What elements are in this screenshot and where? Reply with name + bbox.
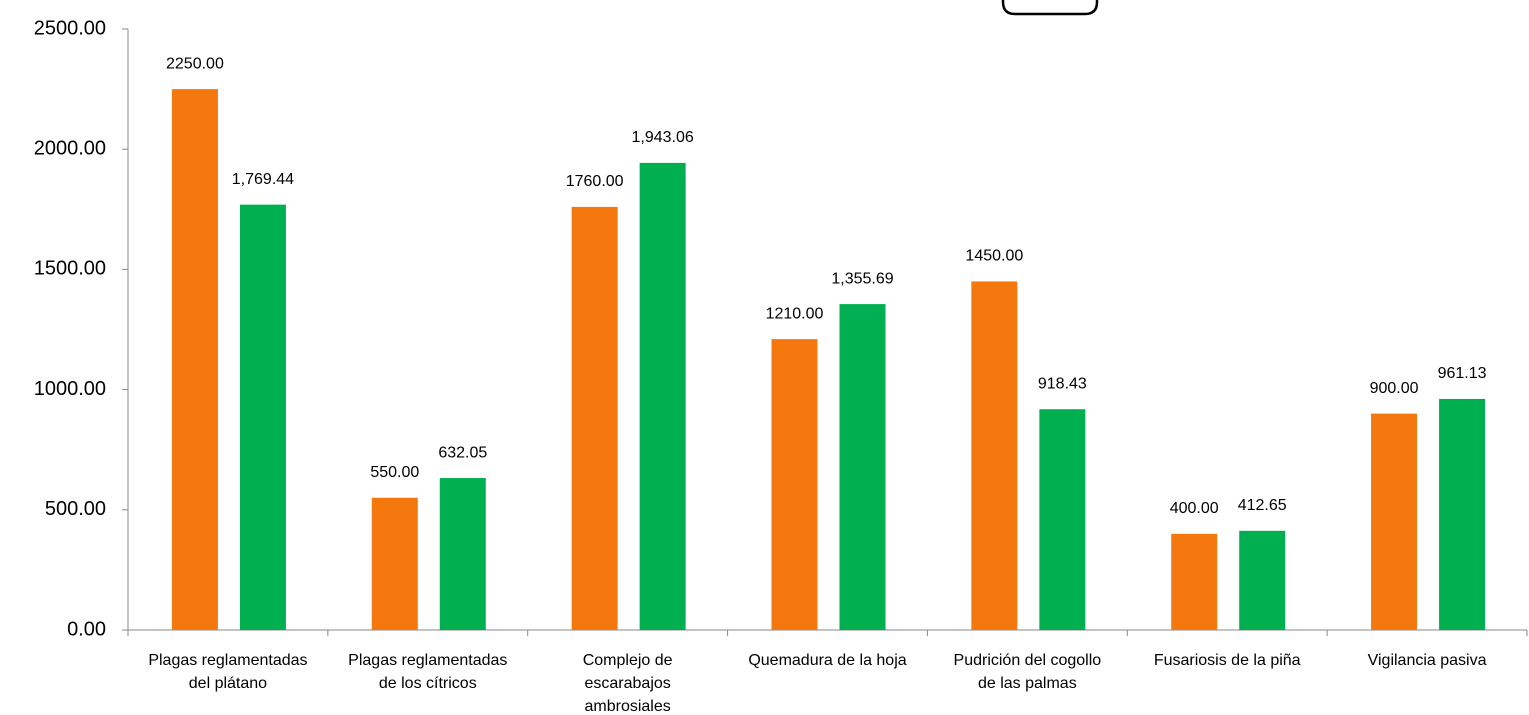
value-label: 1210.00 bbox=[766, 305, 824, 322]
y-tick-label: 500.00 bbox=[45, 498, 106, 520]
bar bbox=[971, 281, 1018, 630]
bar bbox=[1439, 398, 1486, 630]
bar bbox=[1039, 409, 1086, 630]
value-label: 1760.00 bbox=[566, 173, 624, 190]
value-label: 550.00 bbox=[370, 464, 419, 481]
bar bbox=[1371, 413, 1418, 630]
x-tick-label: Plagas reglamentadas de los cítricos bbox=[348, 652, 508, 692]
y-tick-label: 1000.00 bbox=[34, 378, 106, 400]
bar bbox=[1171, 533, 1218, 630]
bar bbox=[371, 497, 418, 630]
value-label: 1,943.06 bbox=[632, 129, 694, 146]
value-label: 2250.00 bbox=[166, 55, 224, 72]
value-label: 1,769.44 bbox=[232, 171, 294, 188]
x-tick-label: Plagas reglamentadas del plátano bbox=[148, 652, 308, 692]
y-tick-label: 0.00 bbox=[67, 618, 106, 640]
cropped-legend-box bbox=[1001, 0, 1099, 16]
value-label: 1,355.69 bbox=[831, 270, 893, 287]
bar bbox=[571, 206, 618, 630]
value-label: 632.05 bbox=[438, 444, 487, 461]
value-label: 412.65 bbox=[1238, 497, 1287, 514]
x-tick-label: Complejo de escarabajos ambrosiales bbox=[582, 652, 673, 715]
y-tick-label: 2000.00 bbox=[34, 137, 106, 159]
y-tick-label: 1500.00 bbox=[34, 258, 106, 280]
value-label: 961.13 bbox=[1438, 365, 1487, 382]
y-tick-label: 2500.00 bbox=[34, 17, 106, 39]
value-label: 400.00 bbox=[1170, 500, 1219, 517]
bar bbox=[771, 339, 818, 630]
value-label: 918.43 bbox=[1038, 375, 1087, 392]
value-label: 900.00 bbox=[1370, 380, 1419, 397]
x-tick-label: Pudrición del cogollo de las palmas bbox=[953, 652, 1102, 692]
bar bbox=[839, 304, 886, 630]
bar bbox=[439, 478, 486, 630]
value-label: 1450.00 bbox=[965, 248, 1023, 265]
bar bbox=[171, 89, 218, 631]
x-tick-label: Quemadura de la hoja bbox=[748, 652, 907, 669]
x-tick-label: Vigilancia pasiva bbox=[1367, 652, 1487, 669]
x-tick-label: Fusariosis de la piña bbox=[1153, 652, 1301, 669]
bar bbox=[239, 204, 286, 630]
bar bbox=[639, 162, 686, 631]
bar bbox=[1239, 530, 1286, 630]
